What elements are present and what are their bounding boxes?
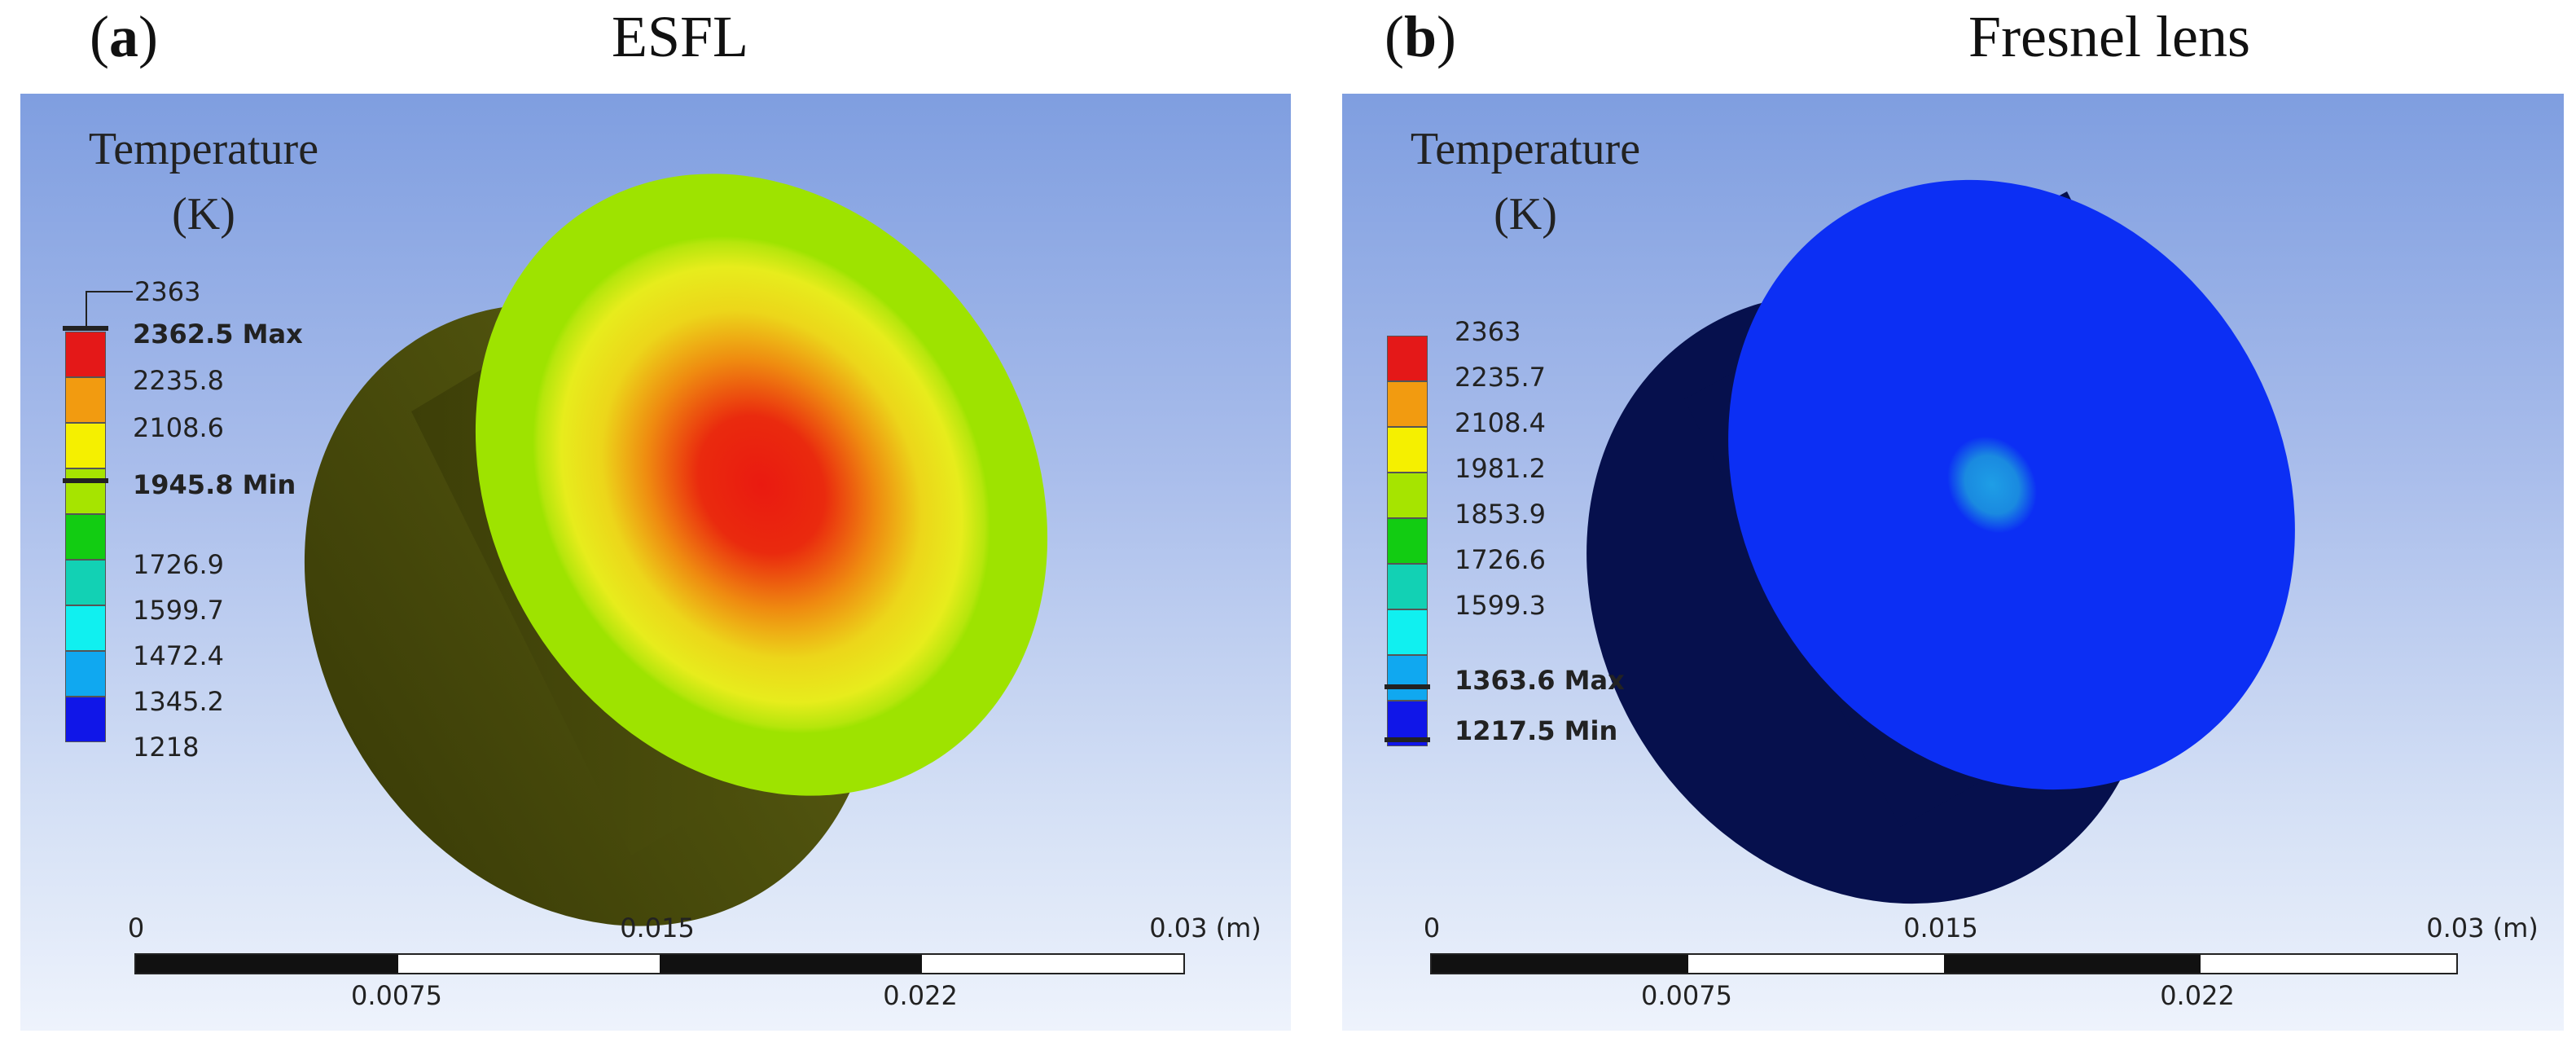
legend-a-label: 1726.9 (133, 549, 224, 580)
legend-a-swatch-yellowgreen (65, 468, 106, 514)
legend-a-swatch-yellow (65, 423, 106, 468)
scale-a-label-0: 0 (127, 912, 145, 943)
legend-b-swatch-orange (1387, 381, 1428, 427)
legend-a-title-line2: (K) (172, 189, 235, 240)
legend-b-min-marker (1385, 737, 1430, 742)
legend-b-label: 2363 (1455, 316, 1521, 347)
legend-a-min-marker (63, 478, 108, 483)
scale-b-label-end: 0.03 (m) (2426, 912, 2539, 943)
legend-a-label: 2108.6 (133, 412, 224, 443)
panel-a-viewport[interactable]: Temperature (K) 2363 2362.5 Max 2235.8 2… (20, 94, 1291, 1031)
panel-a-name: ESFL (611, 4, 749, 69)
esfl-top-face (475, 174, 1048, 796)
panel-b-title: (b) Fresnel lens (1385, 3, 2525, 88)
legend-b-title-line2: (K) (1494, 189, 1557, 240)
panel-a-title: (a) ESFL (90, 3, 1311, 88)
panel-b-name: Fresnel lens (1968, 4, 2250, 69)
legend-a-label: 2362.5 Max (133, 319, 303, 350)
scale-b-label-mid: 0.015 (1903, 912, 1978, 943)
legend-b-label: 1981.2 (1455, 453, 1546, 484)
panel-b-letter: (b) (1385, 4, 1457, 69)
legend-a-label: 1472.4 (133, 640, 224, 671)
legend-b-label: 1363.6 Max (1455, 665, 1625, 696)
legend-b-swatch-teal (1387, 564, 1428, 609)
legend-b-max-marker (1385, 684, 1430, 689)
scale-bar-b (1430, 953, 2458, 974)
legend-a-swatch-lightblue (65, 651, 106, 697)
scale-a-label-quarter: 0.0075 (351, 980, 442, 1011)
legend-a-swatch-cyan (65, 605, 106, 651)
legend-b-label: 1599.3 (1455, 590, 1546, 621)
legend-b-swatch-cyan (1387, 609, 1428, 655)
panel-a-letter: (a) (90, 4, 158, 69)
legend-a-max-marker (63, 326, 108, 331)
legend-b-swatch-green (1387, 518, 1428, 564)
legend-a-top-value: 2363 (134, 276, 201, 307)
legend-b-title-line1: Temperature (1410, 124, 1641, 174)
legend-a-title: Temperature (K) (69, 117, 338, 247)
legend-b-label: 1726.6 (1455, 544, 1546, 575)
legend-a-leader-line (86, 291, 133, 327)
legend-a-label: 1345.2 (133, 686, 224, 717)
legend-a-swatch-orange (65, 377, 106, 423)
legend-a-label: 1945.8 Min (133, 469, 296, 500)
legend-a-title-line1: Temperature (88, 124, 319, 174)
legend-b-label: 1853.9 (1455, 499, 1546, 530)
scale-b-label-threequarter: 0.022 (2160, 980, 2235, 1011)
fresnel-hot-spot (1947, 436, 2037, 534)
legend-b-swatch-yellowgreen (1387, 473, 1428, 518)
legend-b-label: 2235.7 (1455, 362, 1546, 393)
legend-a-label: 1218 (133, 732, 200, 763)
scale-a-label-mid: 0.015 (620, 912, 695, 943)
legend-a-swatch-green (65, 514, 106, 560)
legend-b-swatch-lightblue (1387, 655, 1428, 701)
esfl-cylinder-model[interactable] (20, 94, 1291, 1031)
scale-a-label-end: 0.03 (m) (1149, 912, 1262, 943)
legend-b-title: Temperature (K) (1391, 117, 1660, 247)
legend-a-swatch-blue (65, 697, 106, 742)
scale-b-label-0: 0 (1423, 912, 1441, 943)
legend-b-swatch-red (1387, 336, 1428, 381)
fresnel-cylinder-model[interactable] (1342, 94, 2564, 1031)
legend-a-swatch-red (65, 332, 106, 377)
legend-a-label: 2235.8 (133, 365, 224, 396)
legend-b-label: 1217.5 Min (1455, 715, 1618, 746)
legend-a-label: 1599.7 (133, 595, 224, 626)
legend-b-swatch-yellow (1387, 427, 1428, 473)
scale-b-label-quarter: 0.0075 (1641, 980, 1732, 1011)
scale-bar-a (134, 953, 1185, 974)
panel-b-viewport[interactable]: Temperature (K) 2363 2235.7 2108.4 1981.… (1342, 94, 2564, 1031)
legend-a-swatch-teal (65, 560, 106, 605)
legend-b-label: 2108.4 (1455, 407, 1546, 438)
scale-a-label-threequarter: 0.022 (883, 980, 958, 1011)
